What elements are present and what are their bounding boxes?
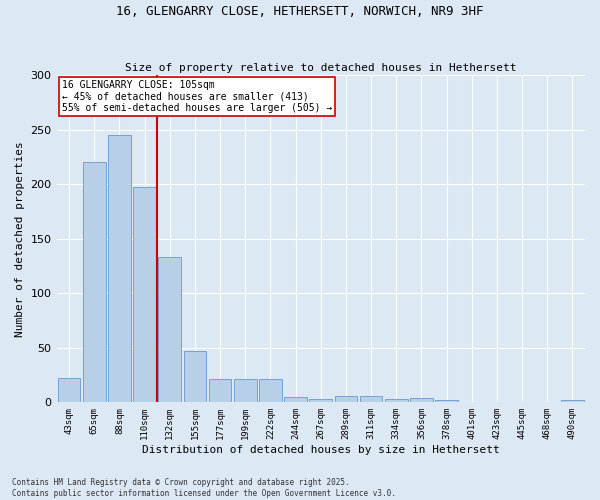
Bar [435,400,458,402]
Bar [184,351,206,403]
Bar [385,399,407,402]
Bar [335,396,357,402]
Bar [83,162,106,402]
Y-axis label: Number of detached properties: Number of detached properties [15,141,25,336]
Bar [360,396,382,402]
Title: Size of property relative to detached houses in Hethersett: Size of property relative to detached ho… [125,63,517,73]
Text: 16 GLENGARRY CLOSE: 105sqm
← 45% of detached houses are smaller (413)
55% of sem: 16 GLENGARRY CLOSE: 105sqm ← 45% of deta… [62,80,332,114]
Bar [259,380,282,402]
Bar [108,135,131,402]
Bar [234,380,257,402]
Bar [410,398,433,402]
Bar [284,397,307,402]
Text: Contains HM Land Registry data © Crown copyright and database right 2025.
Contai: Contains HM Land Registry data © Crown c… [12,478,396,498]
Bar [58,378,80,402]
Bar [158,258,181,402]
Bar [133,188,156,402]
Bar [310,399,332,402]
Text: 16, GLENGARRY CLOSE, HETHERSETT, NORWICH, NR9 3HF: 16, GLENGARRY CLOSE, HETHERSETT, NORWICH… [116,5,484,18]
X-axis label: Distribution of detached houses by size in Hethersett: Distribution of detached houses by size … [142,445,500,455]
Bar [561,400,584,402]
Bar [209,380,232,402]
